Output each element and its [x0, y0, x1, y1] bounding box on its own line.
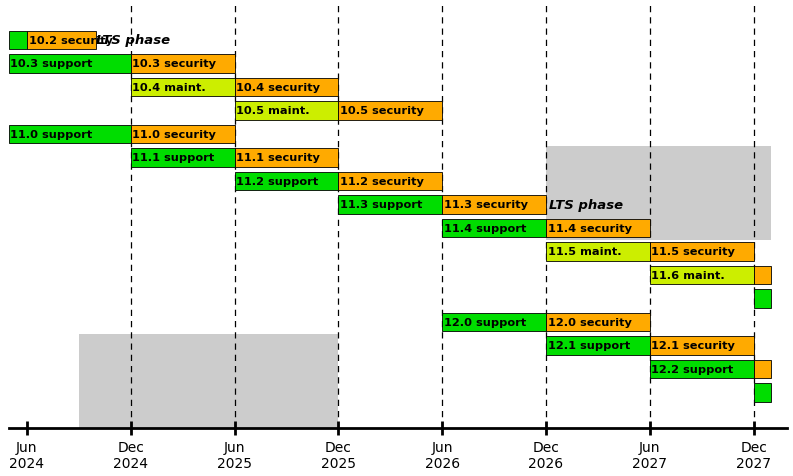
Bar — [27, 31, 96, 50]
Text: 12.1 security: 12.1 security — [651, 341, 735, 351]
Text: 10.4 maint.: 10.4 maint. — [132, 83, 206, 93]
Text: 11.5 security: 11.5 security — [651, 247, 735, 257]
Text: 12.2 support: 12.2 support — [651, 364, 734, 374]
Bar — [649, 337, 753, 355]
Text: 12.0 security: 12.0 security — [548, 317, 631, 327]
Text: 11.0 support: 11.0 support — [10, 129, 93, 139]
Bar — [79, 334, 339, 428]
Bar — [546, 243, 649, 261]
Bar — [339, 102, 442, 120]
Bar — [442, 196, 546, 214]
Text: 10.3 security: 10.3 security — [132, 59, 216, 69]
Bar — [546, 146, 771, 240]
Bar — [442, 313, 546, 331]
Bar — [546, 337, 649, 355]
Text: 11.1 security: 11.1 security — [236, 153, 320, 163]
Bar — [131, 126, 235, 144]
Bar — [131, 79, 235, 97]
Text: 10.3 support: 10.3 support — [10, 59, 93, 69]
Text: 10.4 security: 10.4 security — [236, 83, 320, 93]
Bar — [753, 290, 771, 308]
Bar — [753, 360, 771, 378]
Text: 11.5 maint.: 11.5 maint. — [548, 247, 621, 257]
Bar — [131, 55, 235, 73]
Bar — [9, 55, 131, 73]
Bar — [339, 196, 442, 214]
Text: 11.4 security: 11.4 security — [548, 223, 631, 233]
Text: 11.0 security: 11.0 security — [132, 129, 216, 139]
Text: 11.3 security: 11.3 security — [444, 200, 528, 210]
Bar — [649, 243, 753, 261]
Text: 11.4 support: 11.4 support — [444, 223, 527, 233]
Bar — [546, 313, 649, 331]
Bar — [339, 172, 442, 191]
Bar — [442, 219, 546, 238]
Text: 12.1 support: 12.1 support — [548, 341, 630, 351]
Bar — [235, 149, 339, 167]
Bar — [649, 266, 753, 285]
Text: 11.1 support: 11.1 support — [132, 153, 215, 163]
Bar — [235, 172, 339, 191]
Bar — [235, 102, 339, 120]
Text: 11.6 maint.: 11.6 maint. — [651, 270, 725, 280]
Text: 10.5 security: 10.5 security — [340, 106, 423, 116]
Text: LTS phase: LTS phase — [96, 34, 170, 47]
Bar — [546, 219, 649, 238]
Bar — [9, 31, 27, 50]
Text: 11.2 support: 11.2 support — [236, 177, 319, 187]
Text: 10.5 maint.: 10.5 maint. — [236, 106, 310, 116]
Bar — [131, 149, 235, 167]
Text: 10.2 security: 10.2 security — [29, 36, 113, 46]
Bar — [753, 266, 771, 285]
Bar — [753, 384, 771, 402]
Bar — [9, 126, 131, 144]
Bar — [235, 79, 339, 97]
Text: 11.2 security: 11.2 security — [340, 177, 423, 187]
Text: 12.0 support: 12.0 support — [444, 317, 526, 327]
Text: LTS phase: LTS phase — [549, 198, 623, 211]
Text: 11.3 support: 11.3 support — [340, 200, 423, 210]
Bar — [649, 360, 753, 378]
